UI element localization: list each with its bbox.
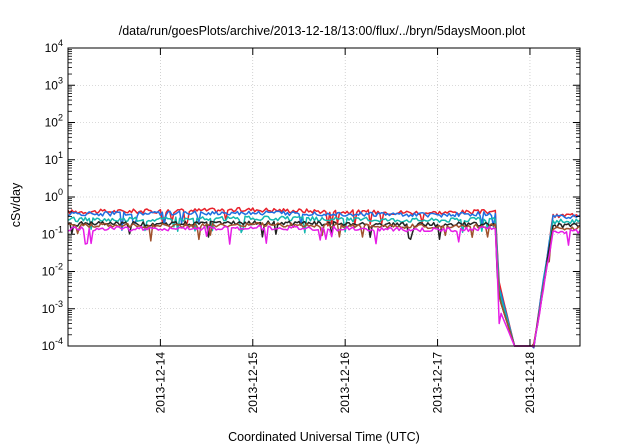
x-tick-label: 2013-12-17 xyxy=(431,352,445,414)
y-tick-label: 10-3 xyxy=(42,299,63,316)
series-line xyxy=(67,215,581,347)
y-tick-label: 101 xyxy=(45,150,63,167)
axis-ticks xyxy=(68,47,580,347)
y-tick-label: 10-1 xyxy=(42,224,63,241)
data-series xyxy=(67,206,581,349)
series-line xyxy=(67,221,581,347)
y-tick-label: 10-2 xyxy=(42,262,63,279)
x-tick-label: 2013-12-18 xyxy=(523,352,537,414)
y-tick-label: 104 xyxy=(45,38,63,55)
tick-labels: 10-4 10-3 10-2 10-1 100 101 102 103 104 2013-12-1… xyxy=(42,38,537,413)
y-axis-title: cSv/day xyxy=(9,182,23,227)
y-tick-label: 102 xyxy=(45,113,63,130)
chart-title: /data/run/goesPlots/archive/2013-12-18/1… xyxy=(119,24,526,38)
y-tick-label: 100 xyxy=(45,187,63,204)
series-line xyxy=(67,225,581,348)
x-tick-label: 2013-12-14 xyxy=(153,352,167,414)
y-tick-label: 103 xyxy=(45,75,63,92)
y-tick-label: 10-4 xyxy=(42,336,63,353)
x-axis-title: Coordinated Universal Time (UTC) xyxy=(228,430,420,444)
x-tick-label: 2013-12-16 xyxy=(338,352,352,414)
series-line xyxy=(67,220,581,348)
x-tick-label: 2013-12-15 xyxy=(246,352,260,414)
